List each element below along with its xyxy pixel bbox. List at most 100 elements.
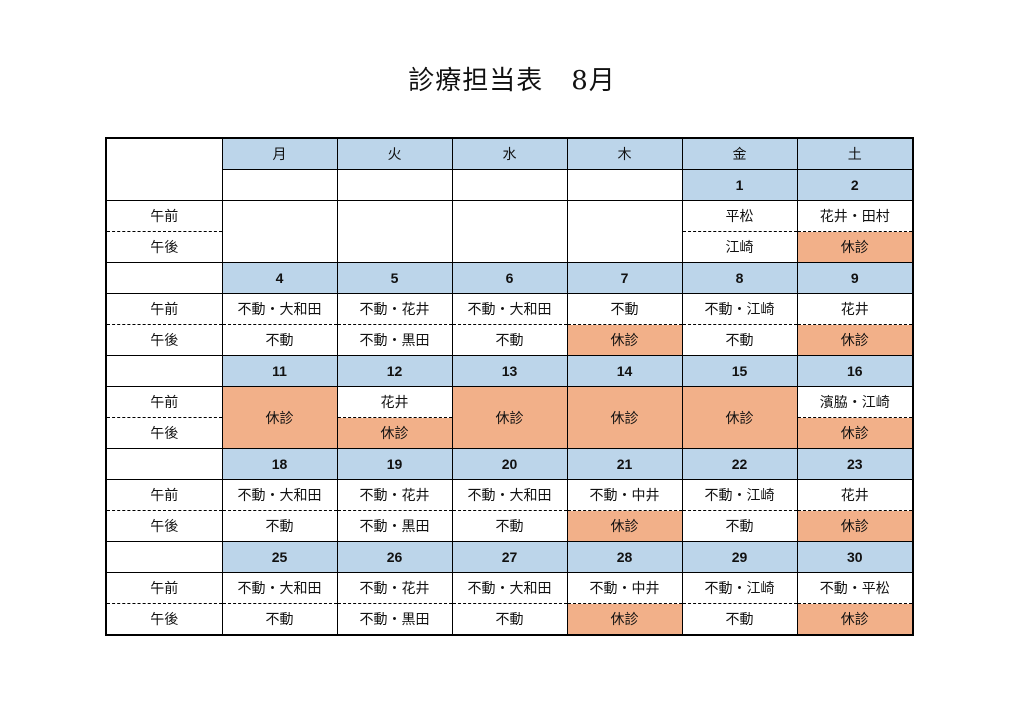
- week-blank-cell: [105, 355, 223, 387]
- empty-cell: [566, 200, 683, 263]
- pm-row: 午後 不動 不動・黒田 不動 休診 不動 休診: [105, 603, 914, 636]
- pm-cell: 不動: [451, 603, 568, 636]
- am-cell: 不動・江崎: [681, 293, 798, 325]
- am-cell: 不動・大和田: [221, 572, 338, 604]
- schedule-table: 月火水木金土 1 2 午前 平松 花井・田村 午後 江崎 休診 4 5 6 7 8 9 午前 不動・大和田 不動・…: [105, 137, 914, 636]
- date-cell: 8: [681, 262, 798, 294]
- date-cell: 13: [451, 355, 568, 387]
- date-cell: [336, 169, 453, 201]
- pm-cell: 不動: [681, 603, 798, 636]
- closed-cell: 休診: [221, 386, 338, 449]
- am-cell: 花井: [336, 386, 453, 418]
- pm-cell: 休診: [796, 603, 914, 636]
- pm-cell: 休診: [796, 417, 914, 449]
- weekday-header: 水: [451, 137, 568, 170]
- pm-cell: 不動・黒田: [336, 324, 453, 356]
- am-cell: 不動・花井: [336, 572, 453, 604]
- date-cell: 29: [681, 541, 798, 573]
- am-cell: 不動・大和田: [451, 293, 568, 325]
- pm-cell: 休診: [796, 510, 914, 542]
- date-row: 18 19 20 21 22 23: [105, 448, 914, 480]
- pm-cell: 不動: [451, 510, 568, 542]
- date-cell: 7: [566, 262, 683, 294]
- date-cell: 6: [451, 262, 568, 294]
- pm-label: 午後: [105, 231, 223, 263]
- date-cell: 25: [221, 541, 338, 573]
- am-cell: 花井: [796, 293, 914, 325]
- am-row: 午前 平松 花井・田村: [105, 200, 914, 263]
- date-cell: 28: [566, 541, 683, 573]
- pm-cell: 不動: [221, 510, 338, 542]
- pm-cell: 不動: [681, 510, 798, 542]
- date-cell: 20: [451, 448, 568, 480]
- date-cell: 22: [681, 448, 798, 480]
- empty-cell: [336, 200, 453, 263]
- pm-cell: 休診: [796, 324, 914, 356]
- week-blank-cell: [105, 262, 223, 294]
- date-cell: 14: [566, 355, 683, 387]
- am-cell: 濱脇・江崎: [796, 386, 914, 418]
- am-cell: 花井・田村: [796, 200, 914, 232]
- am-cell: 不動・大和田: [221, 479, 338, 511]
- pm-row: 午後 不動 不動・黒田 不動 休診 不動 休診: [105, 324, 914, 356]
- closed-cell: 休診: [566, 386, 683, 449]
- empty-cell: [451, 200, 568, 263]
- am-cell: 不動・江崎: [681, 479, 798, 511]
- am-label: 午前: [105, 200, 223, 232]
- date-cell: [221, 169, 338, 201]
- pm-cell: 休診: [566, 324, 683, 356]
- corner-cell: [105, 137, 223, 201]
- pm-cell: 不動: [221, 603, 338, 636]
- pm-cell: 不動: [681, 324, 798, 356]
- title-month: 8月: [571, 66, 616, 96]
- week-blank-cell: [105, 541, 223, 573]
- date-row: 25 26 27 28 29 30: [105, 541, 914, 573]
- am-label: 午前: [105, 479, 223, 511]
- am-cell: 花井: [796, 479, 914, 511]
- date-cell: 16: [796, 355, 914, 387]
- date-cell: 9: [796, 262, 914, 294]
- date-cell: 27: [451, 541, 568, 573]
- pm-cell: 江崎: [681, 231, 798, 263]
- pm-cell: 休診: [336, 417, 453, 449]
- pm-cell: 不動: [451, 324, 568, 356]
- date-cell: 18: [221, 448, 338, 480]
- date-cell: 5: [336, 262, 453, 294]
- am-row: 午前 不動・大和田 不動・花井 不動・大和田 不動 不動・江崎 花井: [105, 293, 914, 325]
- am-row: 午前 不動・大和田 不動・花井 不動・大和田 不動・中井 不動・江崎 不動・平松: [105, 572, 914, 604]
- empty-cell: [221, 200, 338, 263]
- pm-row: 午後 江崎 休診: [105, 231, 914, 263]
- date-cell: 30: [796, 541, 914, 573]
- weekday-row: 月火水木金土: [105, 137, 914, 201]
- title-text: 診療担当表: [408, 66, 544, 96]
- am-cell: 不動・中井: [566, 572, 683, 604]
- am-label: 午前: [105, 386, 223, 418]
- page-title: 診療担当表 8月: [0, 60, 1024, 97]
- pm-cell: 休診: [566, 603, 683, 636]
- date-cell: 15: [681, 355, 798, 387]
- closed-cell: 休診: [681, 386, 798, 449]
- pm-cell: 休診: [796, 231, 914, 263]
- date-cell: 21: [566, 448, 683, 480]
- pm-cell: 不動・黒田: [336, 603, 453, 636]
- weekday-header: 金: [681, 137, 798, 170]
- pm-label: 午後: [105, 510, 223, 542]
- date-cell: [566, 169, 683, 201]
- pm-label: 午後: [105, 417, 223, 449]
- am-label: 午前: [105, 293, 223, 325]
- closed-cell: 休診: [451, 386, 568, 449]
- pm-row: 午後 不動 不動・黒田 不動 休診 不動 休診: [105, 510, 914, 542]
- am-row: 午前 休診 花井 休診 休診 休診 濱脇・江崎: [105, 386, 914, 449]
- weekday-header: 木: [566, 137, 683, 170]
- weekday-header: 土: [796, 137, 914, 170]
- am-row: 午前 不動・大和田 不動・花井 不動・大和田 不動・中井 不動・江崎 花井: [105, 479, 914, 511]
- am-cell: 不動・江崎: [681, 572, 798, 604]
- pm-cell: 不動・黒田: [336, 510, 453, 542]
- date-cell: 11: [221, 355, 338, 387]
- am-cell: 不動・中井: [566, 479, 683, 511]
- pm-cell: 不動: [221, 324, 338, 356]
- date-cell: 1: [681, 169, 798, 201]
- pm-row: 午後 休診 休診: [105, 417, 914, 449]
